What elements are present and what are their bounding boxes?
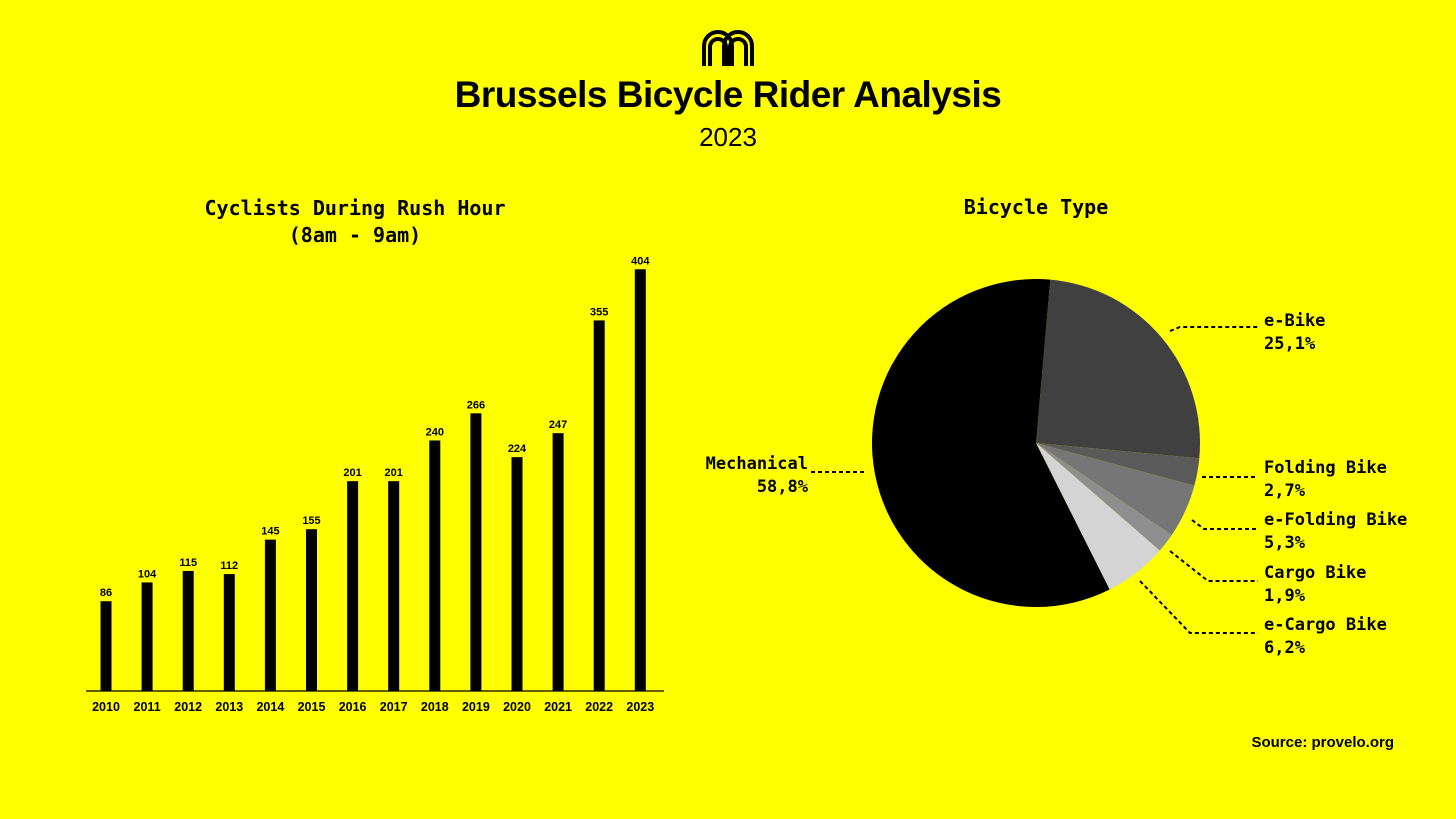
- bar: [182, 570, 194, 691]
- bar-value-label: 201: [343, 467, 361, 479]
- pie-slice: [1036, 279, 1200, 459]
- bar-chart-title-line1: Cyclists During Rush Hour: [204, 196, 506, 220]
- bar-value-label: 155: [302, 515, 320, 527]
- bar: [552, 433, 564, 691]
- pie-slice: [1036, 443, 1160, 590]
- pie-chart-title: Bicycle Type: [963, 195, 1109, 219]
- bar-value-label: 145: [261, 526, 279, 538]
- x-tick-label: 2015: [298, 700, 326, 714]
- page-title: Brussels Bicycle Rider Analysis: [454, 74, 1002, 115]
- pie-slice-label: Folding Bike: [1264, 458, 1387, 478]
- x-tick-label: 2021: [544, 700, 572, 714]
- pie-slice-label: e-Cargo Bike: [1264, 615, 1387, 635]
- bar: [388, 481, 400, 691]
- pie-slice-label: Cargo Bike: [1264, 563, 1366, 583]
- pie-chart: e-Bike 25,1% Folding Bike 2,7% e-Folding Bik…: [706, 279, 1407, 658]
- bar-chart-title: Cyclists During Rush Hour (8am - 9am): [90, 195, 620, 249]
- bar-value-label: 404: [631, 255, 650, 267]
- pie-slice-percent: 58,8%: [757, 477, 809, 497]
- bar-value-label: 115: [179, 557, 197, 569]
- bar: [347, 481, 359, 691]
- pie-slice-percent: 25,1%: [1264, 334, 1316, 354]
- x-tick-label: 2020: [503, 700, 531, 714]
- bar-value-label: 112: [220, 560, 238, 572]
- provelo-logo: [702, 30, 754, 66]
- bar: [634, 269, 646, 691]
- bar-chart-title-line2: (8am - 9am): [288, 223, 422, 247]
- pie-slice-percent: 2,7%: [1264, 481, 1306, 501]
- pie-slice: [1036, 443, 1200, 486]
- x-tick-label: 2014: [256, 700, 284, 714]
- bar-chart: 86 2010 104 2011 115 2012 112 2013 145 2014 155 201…: [86, 255, 664, 714]
- leader-line: [1169, 550, 1258, 582]
- bar: [429, 440, 441, 691]
- pie-slice-percent: 5,3%: [1264, 533, 1306, 553]
- leader-line: [1169, 326, 1258, 332]
- bar-value-label: 86: [100, 587, 112, 599]
- page-subtitle: 2023: [699, 122, 757, 152]
- bar-value-label: 104: [138, 568, 157, 580]
- bar: [223, 574, 235, 691]
- pie-slice: [1036, 443, 1195, 536]
- pie-slice: [1036, 443, 1172, 551]
- bar: [511, 457, 523, 691]
- pie-slice-percent: 6,2%: [1264, 638, 1306, 658]
- bar-value-label: 266: [467, 399, 485, 411]
- bar: [593, 320, 605, 691]
- bar-value-label: 247: [549, 419, 567, 431]
- bar-value-label: 355: [590, 306, 608, 318]
- pie-slice: [872, 279, 1110, 607]
- x-tick-label: 2011: [134, 700, 161, 714]
- x-tick-label: 2017: [380, 700, 408, 714]
- x-tick-label: 2018: [421, 700, 449, 714]
- leader-line: [1139, 580, 1258, 634]
- bar-value-label: 240: [426, 426, 444, 438]
- x-tick-label: 2010: [92, 700, 120, 714]
- x-tick-label: 2012: [174, 700, 202, 714]
- bar-value-label: 224: [508, 443, 527, 455]
- bar: [141, 582, 153, 691]
- x-tick-label: 2013: [215, 700, 243, 714]
- bar: [264, 539, 276, 691]
- pie-slice-percent: 1,9%: [1264, 586, 1306, 606]
- x-tick-label: 2016: [339, 700, 367, 714]
- x-tick-label: 2022: [585, 700, 613, 714]
- bar: [306, 529, 317, 691]
- leader-line: [1191, 519, 1258, 530]
- pie-slice-label: e-Bike: [1264, 311, 1325, 331]
- bar-value-label: 201: [385, 467, 403, 479]
- pie-slice-label: Mechanical: [706, 454, 808, 474]
- pie-slice-label: e-Folding Bike: [1264, 510, 1407, 530]
- x-tick-label: 2023: [626, 700, 654, 714]
- x-tick-label: 2019: [462, 700, 490, 714]
- bar: [470, 413, 482, 691]
- source-note: Source: provelo.org: [1251, 734, 1394, 751]
- bar: [100, 601, 112, 691]
